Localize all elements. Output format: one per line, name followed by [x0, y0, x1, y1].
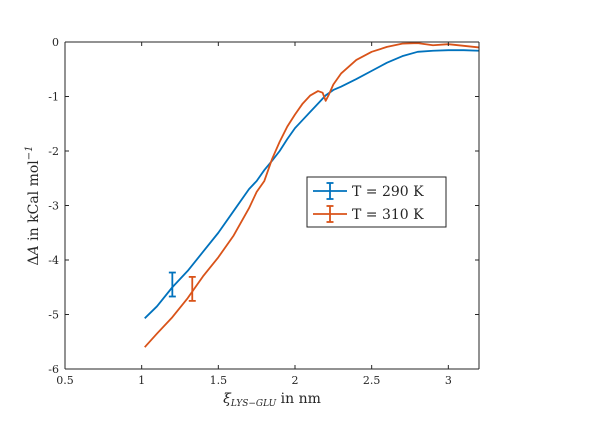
x-tick-label: 3 — [445, 374, 452, 387]
y-tick-label: -5 — [48, 309, 59, 322]
errorbar-2 — [188, 275, 196, 302]
series-layer — [144, 42, 479, 348]
y-axis-label-variable: A — [26, 245, 42, 257]
y-axis-label-unit: in kCal mol — [26, 160, 42, 246]
x-tick-label: 2 — [292, 374, 299, 387]
x-axis-label-subscript: LYS−GLU — [230, 399, 277, 409]
y-tick-label: -6 — [48, 363, 59, 376]
x-tick-label: 0.5 — [56, 374, 74, 387]
legend-label: T = 290 K — [352, 184, 424, 200]
y-tick-label: -1 — [48, 91, 59, 104]
x-axis-label-unit: in nm — [276, 391, 321, 407]
ticks-layer: 0.5 1 1.5 2 2.5 3 0 -1 -2 -3 -4 -5 -6 — [48, 36, 479, 387]
y-tick-label: 0 — [52, 36, 59, 49]
series-line-1 — [144, 49, 479, 319]
legend: T = 290 K T = 310 K — [306, 176, 447, 228]
legend-label: T = 310 K — [352, 207, 424, 223]
y-tick-label: -2 — [48, 145, 59, 158]
y-axis-label-exponent: −1 — [24, 145, 35, 160]
errorbar-1 — [168, 271, 176, 298]
y-tick-label: -4 — [48, 254, 59, 267]
x-tick-label: 1.5 — [210, 374, 228, 387]
y-axis-label: ΔA in kCal mol−1 — [24, 145, 42, 265]
series-line-2 — [144, 42, 479, 348]
x-tick-label: 1 — [138, 374, 145, 387]
y-tick-label: -3 — [48, 200, 59, 213]
labels-layer: ξLYS−GLU in nm ΔA in kCal mol−1 — [24, 145, 321, 409]
y-axis-label-delta: Δ — [26, 255, 42, 265]
legend-entry-1: T = 290 K — [313, 182, 424, 200]
x-tick-label: 2.5 — [363, 374, 381, 387]
x-axis-label-symbol: ξ — [223, 391, 232, 407]
legend-entry-2: T = 310 K — [313, 205, 424, 223]
x-axis-label: ξLYS−GLU in nm — [223, 391, 321, 409]
